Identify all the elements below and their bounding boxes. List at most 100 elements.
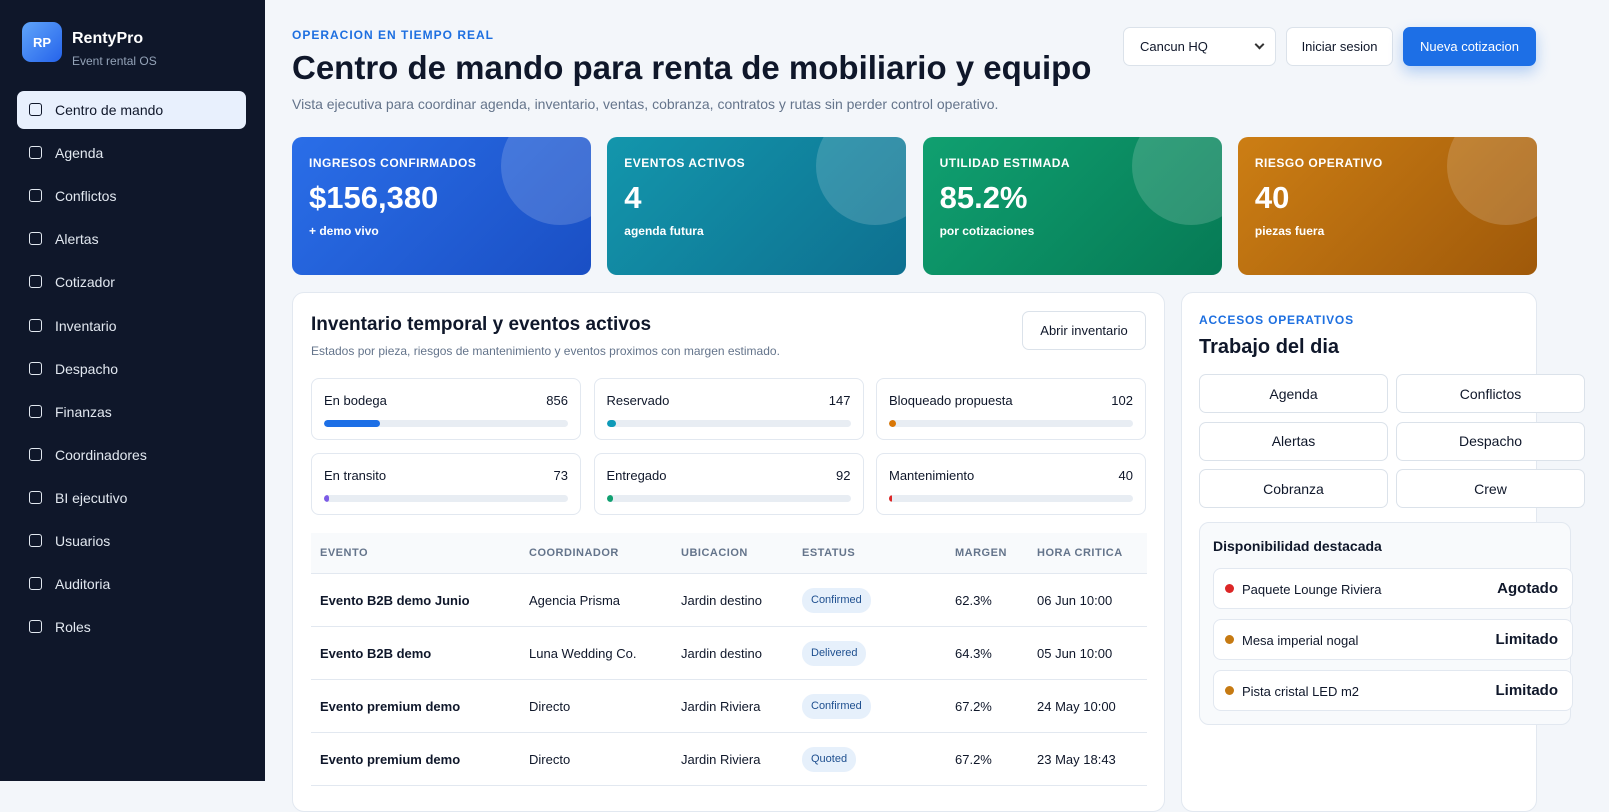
table-cell: Directo [529,752,571,767]
stat-value: 856 [546,393,568,408]
status-badge: Confirmed [802,588,871,613]
availability-title: Disponibilidad destacada [1213,538,1382,554]
stat-bar [606,494,613,502]
table-cell: Jardin Riviera [681,752,761,767]
quick-button[interactable]: Agenda [1199,374,1388,413]
nav-item[interactable]: Usuarios [17,522,246,560]
table-cell: 67.2% [955,752,992,767]
login-button[interactable]: Iniciar sesion [1286,27,1393,66]
item-name: Pista cristal LED m2 [1242,684,1360,699]
nav-icon [29,232,42,246]
nav-item[interactable]: Agenda [17,134,246,172]
table-row: Evento premium demo Directo Jardin Riviera… [311,680,1147,733]
table-cell: 23 May 18:43 [1037,752,1116,767]
quick-button[interactable]: Despacho [1396,421,1585,461]
stat-value: 40 [1118,467,1133,483]
table-cell: Jardin Riviera [681,699,761,714]
column-header: ESTATUS [802,547,856,559]
quick-button[interactable]: Conflictos [1396,374,1585,413]
item-name: Mesa imperial nogal [1242,633,1359,648]
item-name: Paquete Lounge Riviera [1242,582,1382,597]
table-cell: Evento premium demo [320,752,461,767]
stat-track [606,420,851,427]
kpi-card: INGRESOS CONFIRMADOS $156,380 + demo vivo [292,137,591,275]
status-dot [1225,635,1234,644]
nav-label: Alertas [55,231,99,248]
nav-item[interactable]: Cotizador [17,263,246,301]
table-cell: Evento B2B demo Junio [320,593,470,608]
nav-icon [29,189,42,203]
table-cell: Jardin destino [681,593,762,608]
nav-item[interactable]: Finanzas [17,393,246,431]
availability-item: Paquete Lounge Riviera Agotado [1213,568,1573,609]
nav-item[interactable]: Coordinadores [17,436,246,474]
nav-label: Agenda [55,145,104,162]
stat-label: En transito [324,467,387,483]
table-cell: 64.3% [955,646,992,661]
table-cell: Jardin destino [681,646,762,661]
quick-panel: ACCESOS OPERATIVOS Trabajo del dia Agenda C… [1181,292,1585,812]
nav-item[interactable]: BI ejecutivo [17,479,246,517]
kpi-value: 40 [1254,180,1290,215]
stat-track [606,494,851,502]
column-header: UBICACION [681,547,748,559]
nav-item[interactable]: Conflictos [17,177,246,215]
stat-track [324,494,568,502]
kpi-card: EVENTOS ACTIVOS 4 agenda futura [607,137,907,275]
stat-bar [889,494,892,502]
nav-label: Usuarios [55,533,111,549]
availability-item: Pista cristal LED m2 Limitado [1213,670,1573,711]
nav-icon [29,318,42,332]
inventory-panel: Inventario temporal y eventos activos Est… [292,292,1165,812]
table-cell: 62.3% [955,593,992,608]
table-row: Evento premium demo Directo Jardin Riviera… [311,733,1147,786]
column-header: HORA CRITICA [1037,547,1123,559]
kpi-label: RIESGO OPERATIVO [1254,156,1383,170]
location-select[interactable]: Cancun HQ [1123,27,1276,66]
status-dot [1225,584,1234,593]
table-row: Evento B2B demo Junio Agencia Prisma Jardi… [311,574,1147,627]
nav-item[interactable]: Roles [17,608,246,646]
cta-button[interactable]: Nueva cotizacion [1403,27,1536,66]
stat-bar [324,494,329,502]
quick-button[interactable]: Cobranza [1199,469,1388,508]
table-cell: Evento premium demo [320,699,461,714]
kpi-decoration [501,137,591,225]
main: OPERACION EN TIEMPO REAL Centro de mando … [292,27,1585,812]
nav-icon [29,361,42,375]
quick-button[interactable]: Crew [1396,469,1585,508]
stat-label: Reservado [606,393,670,408]
table-header: EVENTO COORDINADOR UBICACION ESTATUS MARGEN H… [311,533,1147,574]
table-row: Evento B2B demo Luna Wedding Co. Jardin de… [311,627,1147,680]
select-caret [1254,39,1265,50]
stat-label: Entregado [606,467,667,483]
nav-item[interactable]: Centro de mando [17,91,246,129]
kpi-note: agenda futura [624,224,704,238]
quick-eyebrow: ACCESOS OPERATIVOS [1199,313,1354,327]
nav-item[interactable]: Auditoria [17,565,246,603]
kpi-label: INGRESOS CONFIRMADOS [309,156,477,170]
stat-tile: Reservado 147 [593,378,864,440]
nav-item[interactable]: Despacho [17,350,246,388]
nav-label: Roles [55,619,91,636]
nav-item[interactable]: Inventario [17,307,246,345]
status-badge: Confirmed [802,694,871,719]
nav-label: Centro de mando [55,102,164,118]
nav-item[interactable]: Alertas [17,220,246,258]
inventory-button[interactable]: Abrir inventario [1022,311,1146,350]
stat-tile: Mantenimiento 40 [876,452,1146,515]
availability-item: Mesa imperial nogal Limitado [1213,619,1573,660]
nav-icon [29,490,42,504]
nav-label: Despacho [55,360,119,377]
quick-button[interactable]: Alertas [1199,421,1388,461]
kpi-label: UTILIDAD ESTIMADA [939,156,1071,170]
nav-label: Finanzas [55,403,112,420]
panel-title: Inventario temporal y eventos activos [311,314,652,335]
kpi-value: 4 [624,180,642,215]
stat-track [889,494,1133,502]
kpi-label: EVENTOS ACTIVOS [624,156,746,170]
stat-label: Bloqueado propuesta [889,393,1013,408]
stat-value: 147 [828,393,851,408]
table-cell: 24 May 10:00 [1037,699,1116,714]
